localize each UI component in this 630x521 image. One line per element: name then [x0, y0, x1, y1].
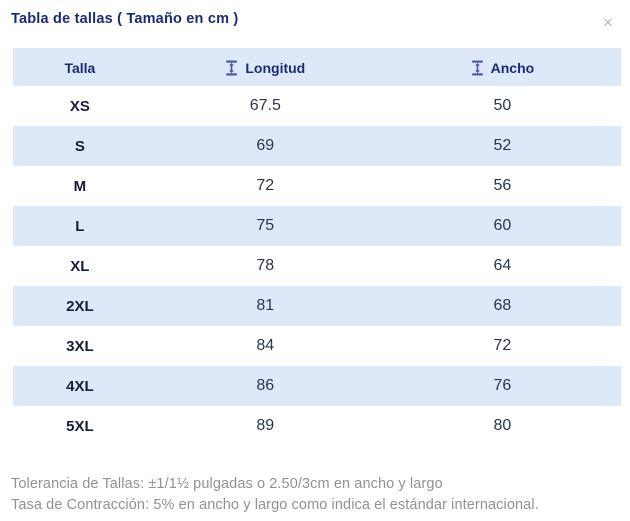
- close-button[interactable]: ✕: [598, 12, 618, 32]
- longitud-cell: 81: [146, 286, 384, 326]
- longitud-cell: 86: [146, 366, 384, 406]
- height-measure-icon: [225, 60, 238, 76]
- size-table-body: XS 67.5 50 S 69 52 M 72 56 L 75 60 XL 78: [13, 86, 621, 446]
- table-row: 3XL 84 72: [13, 326, 621, 366]
- column-header-talla: Talla: [13, 48, 147, 86]
- size-cell: 4XL: [13, 366, 147, 406]
- size-table: Talla L: [13, 48, 621, 446]
- column-header-ancho: Ancho: [383, 48, 621, 86]
- ancho-cell: 80: [493, 417, 512, 434]
- header-row: Talla L: [13, 48, 621, 86]
- longitud-cell: 89: [256, 417, 275, 434]
- ancho-cell: 72: [493, 337, 512, 354]
- size-cell: XS: [69, 97, 90, 115]
- ancho-cell: 76: [383, 366, 621, 406]
- longitud-cell: 78: [256, 257, 275, 274]
- column-header-longitud: Longitud: [146, 48, 384, 86]
- ancho-cell: 68: [383, 286, 621, 326]
- ancho-cell: 50: [493, 97, 512, 114]
- table-row: L 75 60: [13, 206, 621, 246]
- dialog-header: Tabla de tallas ( Tamaño en cm ) ✕: [0, 0, 630, 32]
- column-label-talla: Talla: [64, 59, 96, 76]
- size-cell: XL: [70, 257, 90, 275]
- table-row: XS 67.5 50: [13, 86, 621, 126]
- size-cell: S: [13, 126, 147, 166]
- table-row: XL 78 64: [13, 246, 621, 286]
- size-cell: M: [73, 177, 87, 195]
- height-measure-icon: [471, 60, 484, 76]
- ancho-cell: 60: [383, 206, 621, 246]
- column-label-ancho: Ancho: [490, 59, 535, 76]
- size-cell: 2XL: [13, 286, 147, 326]
- size-cell: 5XL: [66, 417, 94, 435]
- ancho-cell: 52: [383, 126, 621, 166]
- column-label-longitud: Longitud: [245, 59, 306, 76]
- table-row: M 72 56: [13, 166, 621, 206]
- footer-notes: Tolerancia de Tallas: ±1/1½ pulgadas o 2…: [11, 474, 617, 516]
- close-icon: ✕: [602, 14, 614, 30]
- longitud-cell: 72: [256, 177, 275, 194]
- dialog-title: Tabla de tallas ( Tamaño en cm ): [11, 11, 239, 27]
- ancho-cell: 56: [493, 177, 512, 194]
- tolerance-note: Tolerancia de Tallas: ±1/1½ pulgadas o 2…: [11, 476, 443, 492]
- ancho-cell: 64: [493, 257, 512, 274]
- table-row: S 69 52: [13, 126, 621, 166]
- longitud-cell: 69: [146, 126, 384, 166]
- longitud-cell: 75: [146, 206, 384, 246]
- size-table-header: Talla L: [13, 48, 621, 86]
- shrinkage-note: Tasa de Contracción: 5% en ancho y largo…: [11, 497, 539, 513]
- table-row: 4XL 86 76: [13, 366, 621, 406]
- size-cell: L: [13, 206, 147, 246]
- table-row: 5XL 89 80: [13, 406, 621, 446]
- longitud-cell: 84: [256, 337, 275, 354]
- longitud-cell: 67.5: [249, 97, 281, 114]
- table-row: 2XL 81 68: [13, 286, 621, 326]
- size-cell: 3XL: [66, 337, 94, 355]
